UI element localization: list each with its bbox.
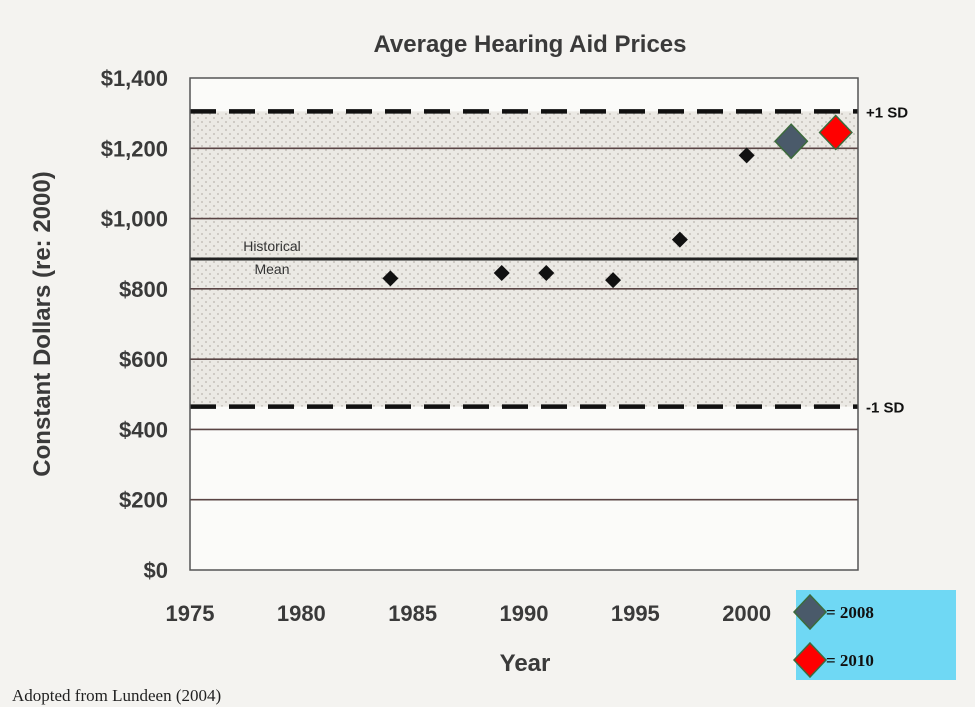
legend-box: [796, 590, 956, 680]
y-tick-label: $1,000: [101, 207, 168, 232]
data-point: [493, 265, 510, 282]
y-tick-label: $200: [119, 488, 168, 513]
x-tick-label: 1985: [388, 601, 437, 626]
x-tick-label: 1990: [500, 601, 549, 626]
legend-marker: [792, 593, 828, 631]
data-point: [738, 147, 755, 164]
mean-label: Mean: [254, 261, 289, 277]
data-point: [538, 265, 555, 282]
sd-line-label: +1 SD: [866, 104, 908, 121]
plot-frame: [189, 77, 859, 571]
data-point: [382, 270, 399, 287]
y-axis-title: Constant Dollars (re: 2000): [29, 171, 56, 476]
x-tick-label: 1980: [277, 601, 326, 626]
x-tick-label: 1975: [166, 601, 215, 626]
data-point: [605, 272, 622, 289]
legend-label: = 2010: [826, 651, 874, 670]
y-tick-label: $1,200: [101, 136, 168, 161]
mean-label: Historical: [243, 238, 301, 254]
y-tick-label: $0: [144, 558, 168, 583]
data-point: [818, 114, 853, 151]
x-axis-title: Year: [500, 650, 551, 677]
y-tick-label: $400: [119, 417, 168, 442]
y-tick-label: $600: [119, 347, 168, 372]
x-tick-label: 2000: [722, 601, 771, 626]
y-tick-label: $800: [119, 277, 168, 302]
legend-marker: [792, 641, 828, 679]
x-tick-label: 1995: [611, 601, 660, 626]
data-point: [774, 123, 809, 160]
y-tick-label: $1,400: [101, 66, 168, 91]
source-note: Adopted from Lundeen (2004): [12, 686, 221, 705]
chart-title: Average Hearing Aid Prices: [373, 31, 686, 58]
legend-label: = 2008: [826, 603, 874, 622]
data-point: [671, 231, 688, 248]
sd-line-label: -1 SD: [866, 400, 905, 417]
